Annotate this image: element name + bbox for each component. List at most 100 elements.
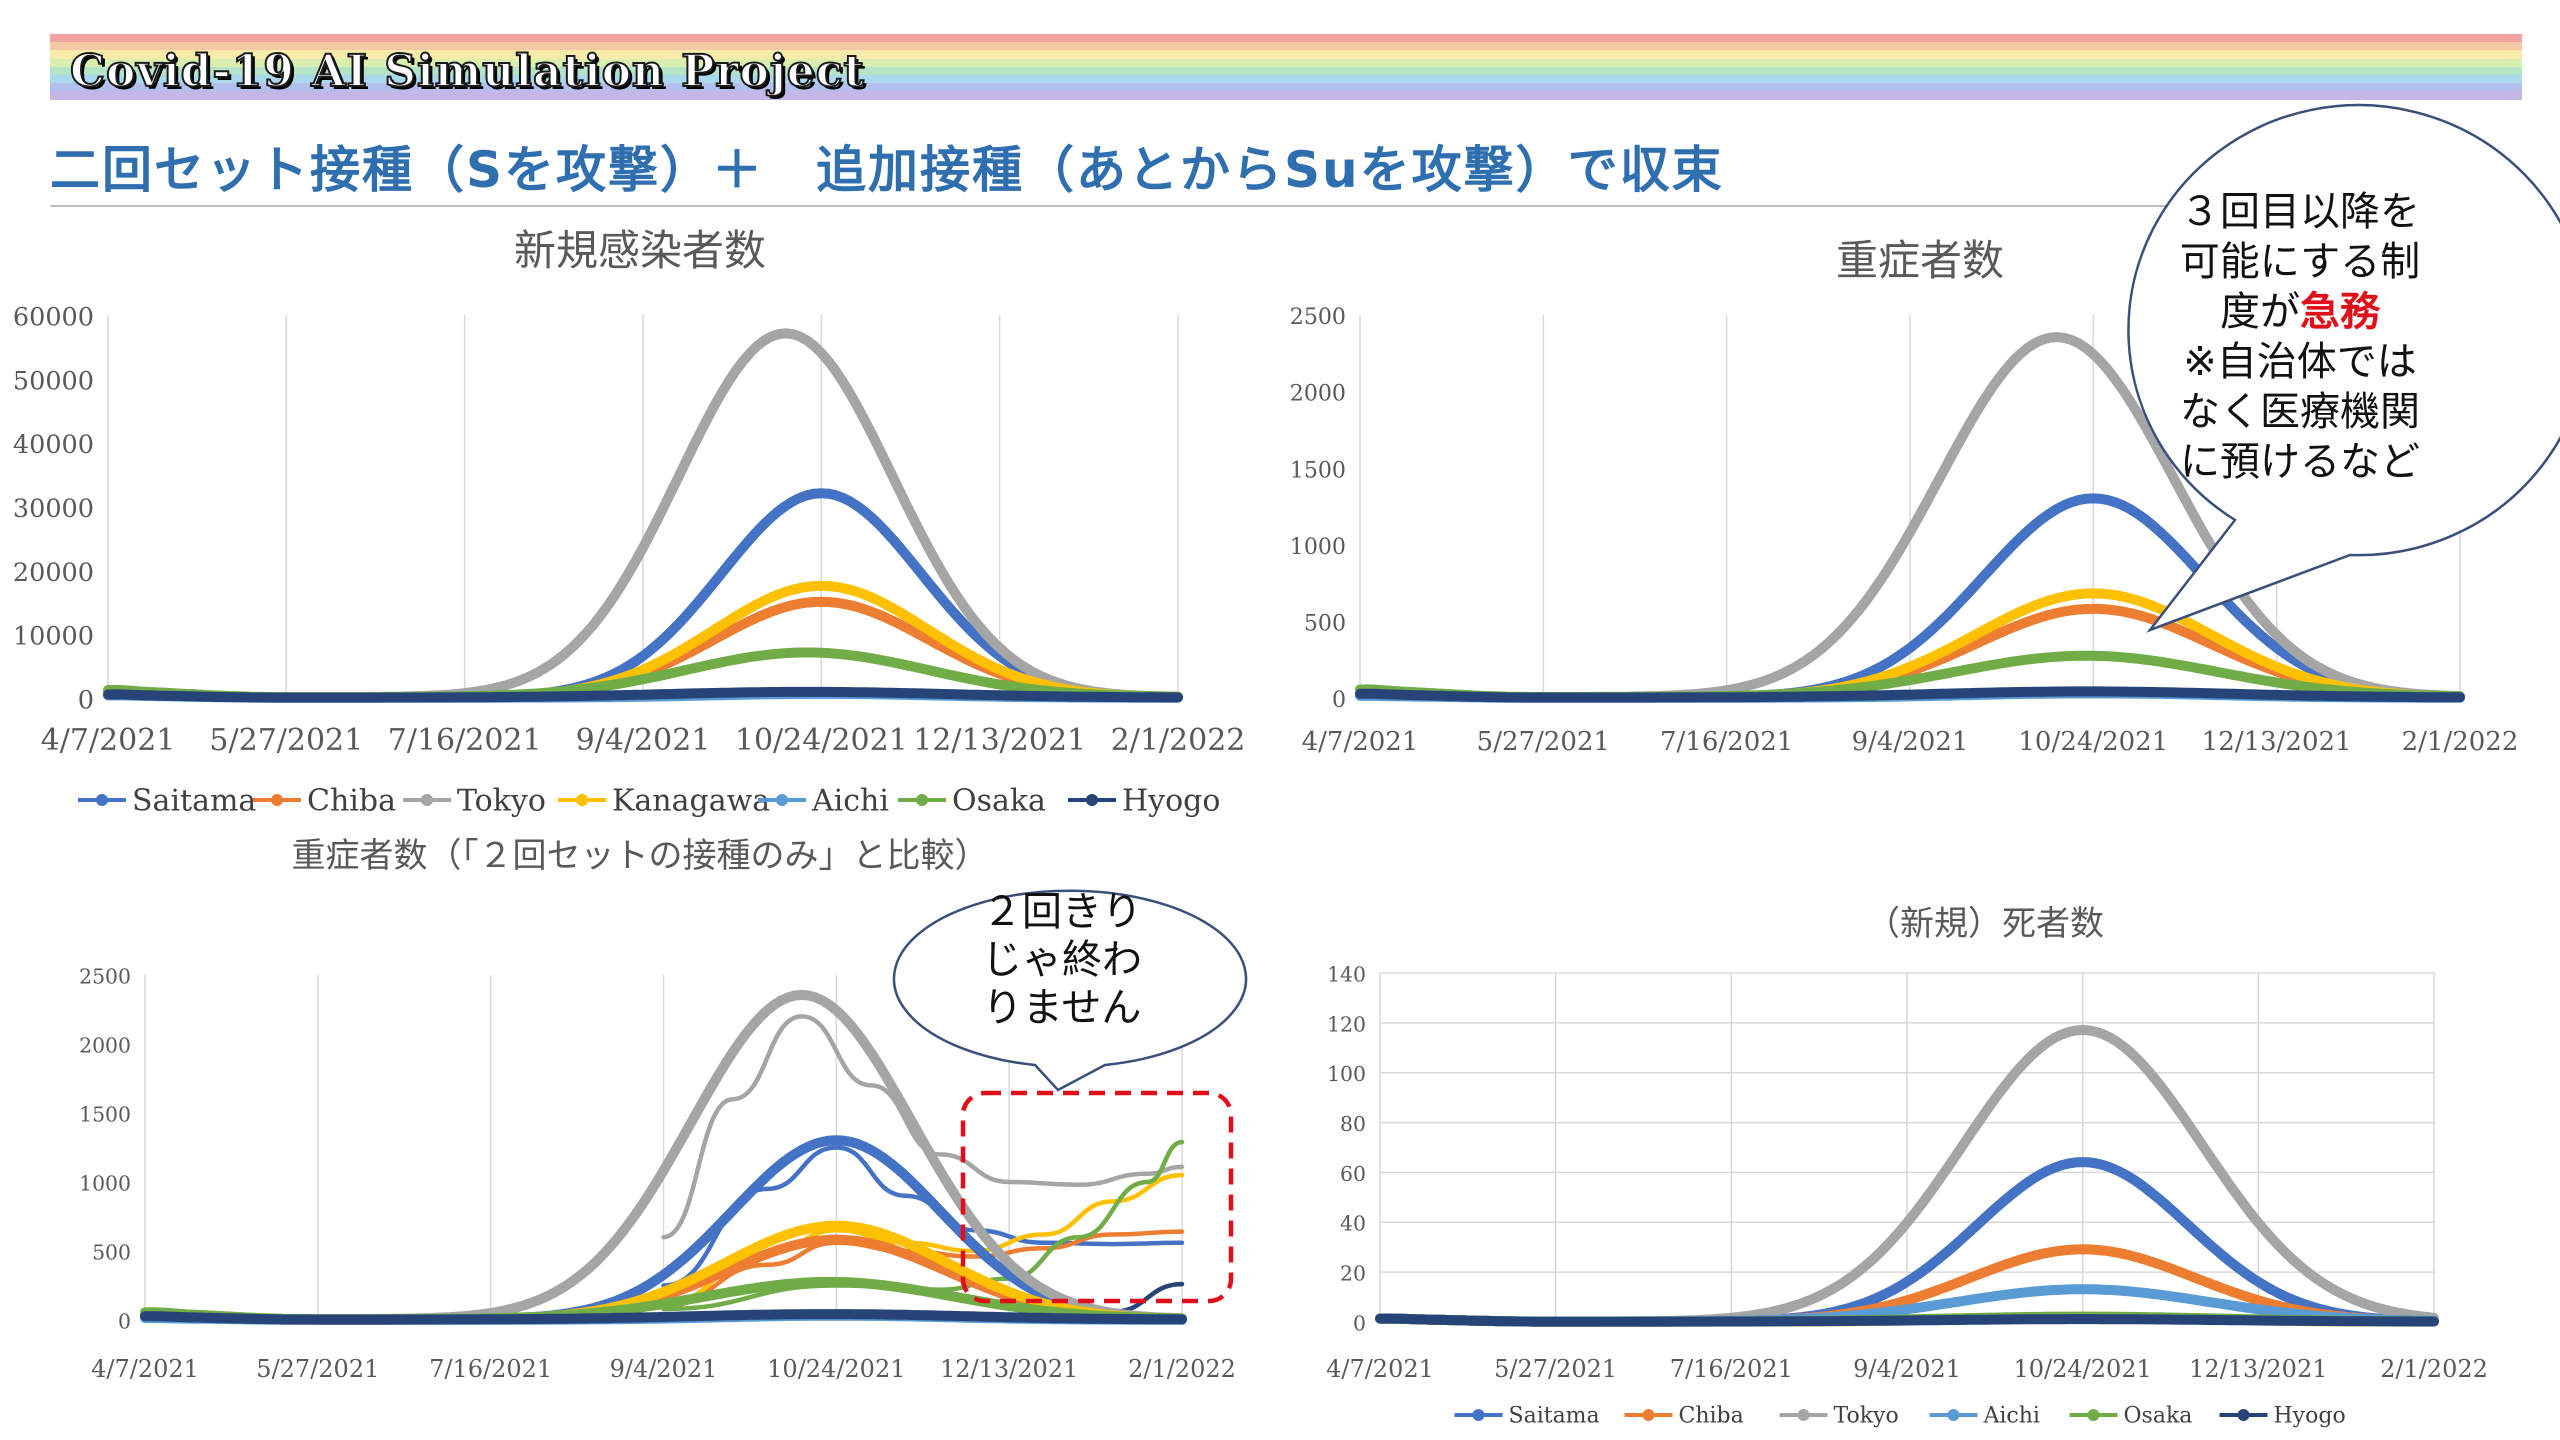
callout-text-segment: りません bbox=[983, 985, 1142, 1031]
x-tick-label: 9/4/2021 bbox=[1852, 727, 1969, 757]
severe-compare-chart: 重症者数（「２回セットの接種のみ」と比較） 4/7/2021 5/27/2021 7/… bbox=[79, 836, 1236, 1383]
y-tick-label: 0 bbox=[1332, 687, 1346, 713]
callout-text-segment: ２回きり bbox=[982, 889, 1142, 935]
callout-text-segment: ※自治体では bbox=[2183, 339, 2417, 385]
legend-label: Aichi bbox=[811, 784, 889, 819]
legend-marker bbox=[1086, 794, 1098, 806]
x-tick-label: 7/16/2021 bbox=[388, 723, 542, 758]
legend-item-hyogo: Hyogo bbox=[2219, 1404, 2346, 1429]
y-tick-label: 30000 bbox=[13, 494, 94, 524]
banner-stripe bbox=[50, 50, 2522, 59]
rainbow-stripes bbox=[50, 34, 2522, 100]
legend-marker bbox=[271, 794, 283, 806]
x-tick-label: 4/7/2021 bbox=[1302, 727, 1419, 757]
x-tick-label: 5/27/2021 bbox=[1494, 1355, 1617, 1383]
callout-line: なく医療機関 bbox=[2180, 389, 2420, 435]
y-tick-label: 2000 bbox=[1290, 381, 1346, 407]
x-tick-label: 4/7/2021 bbox=[91, 1355, 199, 1383]
legend-item-aichi: Aichi bbox=[758, 784, 889, 819]
banner: Covid-19 AI Simulation Project bbox=[50, 34, 2522, 116]
callout-line: ※自治体では bbox=[2183, 339, 2417, 385]
x-tick-label: 10/24/2021 bbox=[2018, 727, 2168, 757]
y-tick-label: 10000 bbox=[13, 622, 94, 652]
callout-line: ３回目以降を bbox=[2180, 189, 2420, 235]
legend-label: Saitama bbox=[132, 784, 256, 819]
callout-text-segment: 度が bbox=[2220, 289, 2300, 335]
y-tick-label: 500 bbox=[92, 1240, 131, 1264]
x-tick-label: 5/27/2021 bbox=[1477, 727, 1610, 757]
legend-item-osaka: Osaka bbox=[2069, 1404, 2192, 1429]
chart-title: （新規）死者数 bbox=[1866, 904, 2104, 944]
y-tick-label: 60 bbox=[1340, 1162, 1366, 1186]
legend-label: Hyogo bbox=[1122, 784, 1220, 819]
y-tick-label: 20000 bbox=[13, 558, 94, 588]
legend-item-chiba: Chiba bbox=[1624, 1404, 1744, 1429]
legend-item-saitama: Saitama bbox=[1454, 1404, 1600, 1429]
y-tick-label: 50000 bbox=[13, 366, 94, 396]
x-tick-label: 12/13/2021 bbox=[2189, 1355, 2327, 1383]
banner-stripe bbox=[50, 42, 2522, 51]
banner-stripe bbox=[50, 66, 2522, 75]
slide-subtitle: 二回セット接種（Sを攻撃）＋ 追加接種（あとからSuを攻撃）で収束 bbox=[50, 141, 1724, 199]
callout-text-segment: なく医療機関 bbox=[2180, 389, 2420, 435]
divider bbox=[50, 205, 2522, 207]
callout-text-segment: に預けるなど bbox=[2180, 439, 2420, 485]
legend-label: Chiba bbox=[1679, 1404, 1744, 1429]
banner-stripe bbox=[50, 83, 2522, 92]
banner-stripe bbox=[50, 34, 2522, 43]
legend-label: Osaka bbox=[952, 784, 1046, 819]
legend-marker bbox=[576, 794, 588, 806]
callout-text-segment: ３回目以降を bbox=[2180, 189, 2420, 235]
y-tick-label: 1000 bbox=[79, 1171, 131, 1195]
y-tick-label: 100 bbox=[1327, 1062, 1366, 1086]
y-tick-label: 2500 bbox=[79, 964, 131, 988]
banner-stripe bbox=[50, 74, 2522, 84]
legend-label: Tokyo bbox=[457, 784, 546, 819]
banner-stripe bbox=[50, 91, 2522, 100]
chart-title: 重症者数 bbox=[1836, 236, 2004, 285]
legend-item-osaka: Osaka bbox=[898, 784, 1046, 819]
y-tick-label: 140 bbox=[1327, 962, 1366, 986]
y-tick-label: 0 bbox=[1353, 1311, 1366, 1335]
legend-marker bbox=[1472, 1409, 1485, 1421]
legend-marker bbox=[776, 794, 788, 806]
callout-line: 度が急務 bbox=[2220, 289, 2381, 335]
chart-title: 新規感染者数 bbox=[514, 226, 766, 275]
callout-line: 可能にする制 bbox=[2180, 239, 2420, 285]
x-tick-label: 4/7/2021 bbox=[1326, 1355, 1434, 1383]
y-tick-label: 0 bbox=[78, 686, 94, 716]
x-tick-label: 7/16/2021 bbox=[1670, 1355, 1793, 1383]
callout-text-segment: じゃ終わ bbox=[982, 937, 1142, 983]
x-tick-label: 9/4/2021 bbox=[1853, 1355, 1961, 1383]
legend-item-hyogo: Hyogo bbox=[1068, 784, 1220, 819]
legend-label: Tokyo bbox=[1834, 1404, 1899, 1429]
callout-line: に預けるなど bbox=[2180, 439, 2420, 485]
x-tick-label: 7/16/2021 bbox=[429, 1355, 552, 1383]
legend-item-chiba: Chiba bbox=[253, 784, 396, 819]
x-tick-label: 4/7/2021 bbox=[41, 723, 176, 758]
x-tick-label: 12/13/2021 bbox=[2202, 727, 2352, 757]
legend-label: Hyogo bbox=[2274, 1404, 2346, 1429]
y-tick-label: 40000 bbox=[13, 430, 94, 460]
y-tick-label: 40 bbox=[1340, 1212, 1366, 1236]
legend-marker bbox=[1947, 1409, 1960, 1421]
series-line-hyogo bbox=[1375, 1313, 2439, 1327]
y-tick-label: 20 bbox=[1340, 1262, 1366, 1286]
y-tick-label: 0 bbox=[118, 1309, 131, 1333]
infections-chart: 新規感染者数 4/7/2021 5/27/2021 7/16/2021 9/4/2021… bbox=[13, 226, 1246, 819]
legend-label: Kanagawa bbox=[612, 784, 770, 819]
legend-marker bbox=[1797, 1409, 1810, 1421]
x-tick-label: 9/4/2021 bbox=[610, 1355, 718, 1383]
x-tick-label: 10/24/2021 bbox=[2014, 1355, 2152, 1383]
x-tick-label: 2/1/2022 bbox=[2380, 1355, 2488, 1383]
x-tick-label: 7/16/2021 bbox=[1660, 727, 1793, 757]
x-tick-label: 2/1/2022 bbox=[1111, 723, 1246, 758]
legend-item-tokyo: Tokyo bbox=[403, 784, 546, 819]
x-tick-label: 9/4/2021 bbox=[576, 723, 711, 758]
x-tick-label: 10/24/2021 bbox=[767, 1355, 905, 1383]
project-title: Covid-19 AI Simulation Project bbox=[69, 45, 865, 98]
y-tick-label: 1500 bbox=[79, 1102, 131, 1126]
legend-marker bbox=[2237, 1409, 2250, 1421]
callout-bubble bbox=[892, 889, 1248, 1092]
